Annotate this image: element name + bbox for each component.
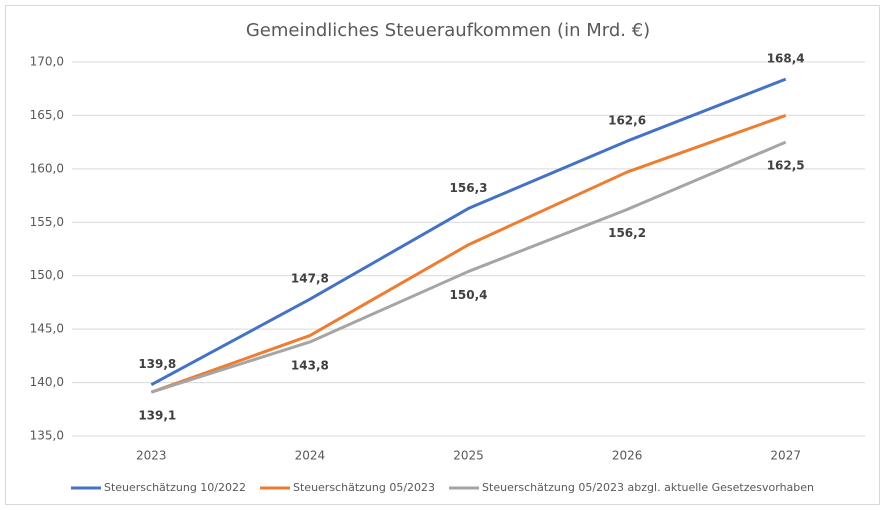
data-label: 156,2 (608, 226, 646, 240)
y-tick-label: 145,0 (30, 322, 64, 336)
data-label: 156,3 (450, 181, 488, 195)
data-label: 139,1 (138, 409, 176, 423)
chart-title: Gemeindliches Steueraufkommen (in Mrd. €… (246, 20, 650, 41)
y-tick-label: 140,0 (30, 375, 64, 389)
data-label: 168,4 (767, 52, 805, 66)
y-tick-label: 150,0 (30, 268, 64, 282)
y-tick-label: 155,0 (30, 215, 64, 229)
x-tick-label: 2026 (612, 449, 643, 463)
y-tick-label: 135,0 (30, 429, 64, 443)
legend-label: Steuerschätzung 10/2022 (104, 481, 246, 494)
legend-label: Steuerschätzung 05/2023 abzgl. aktuelle … (482, 481, 814, 494)
data-label: 147,8 (291, 272, 329, 286)
y-tick-label: 165,0 (30, 108, 64, 122)
data-label: 150,4 (450, 288, 488, 302)
series-line (150, 114, 787, 394)
data-label: 162,6 (608, 114, 646, 128)
data-label: 162,5 (767, 159, 805, 173)
y-tick-label: 160,0 (30, 161, 64, 175)
chart-border (5, 5, 880, 505)
y-tick-label: 170,0 (30, 55, 64, 69)
x-tick-label: 2025 (453, 449, 484, 463)
legend: Steuerschätzung 10/2022 Steuerschätzung 0… (70, 481, 814, 494)
data-label: 143,8 (291, 358, 329, 372)
series-line (150, 140, 787, 394)
x-tick-label: 2023 (136, 449, 167, 463)
series-line (150, 77, 787, 387)
data-label: 139,8 (138, 357, 176, 371)
legend-label: Steuerschätzung 05/2023 (293, 481, 435, 494)
x-tick-label: 2027 (770, 449, 801, 463)
x-tick-label: 2024 (295, 449, 326, 463)
